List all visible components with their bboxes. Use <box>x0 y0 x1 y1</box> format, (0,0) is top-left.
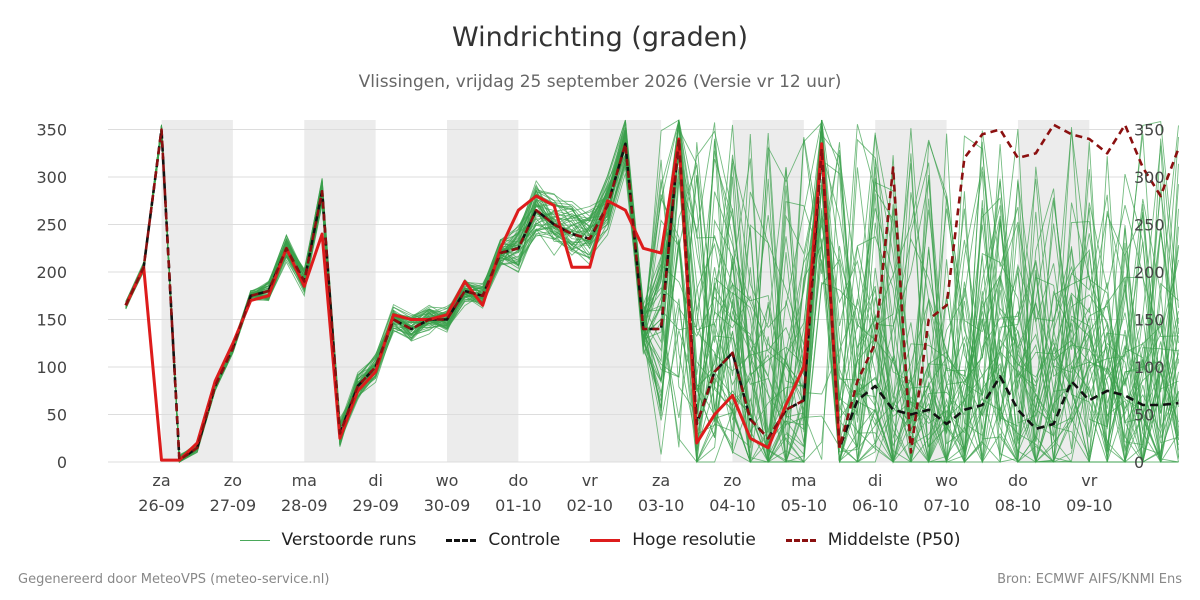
x-tick-day: ma <box>791 471 816 490</box>
legend-swatch-hires <box>590 538 621 542</box>
x-tick-day: di <box>368 471 383 490</box>
y-tick-label: 0 <box>1134 453 1144 472</box>
y-tick-label: 250 <box>1134 216 1165 235</box>
legend-item-control[interactable]: Controle <box>446 530 560 550</box>
x-tick-date: 27-09 <box>210 496 257 515</box>
x-tick-day: do <box>1008 471 1028 490</box>
x-tick-date: 26-09 <box>138 496 185 515</box>
x-tick-date: 08-10 <box>995 496 1042 515</box>
x-tick-date: 28-09 <box>281 496 328 515</box>
x-tick-date: 04-10 <box>709 496 756 515</box>
y-tick-label: 300 <box>36 168 67 187</box>
chart-title: Windrichting (graden) <box>451 22 749 53</box>
x-tick-day: zo <box>723 471 741 490</box>
x-tick-day: za <box>652 471 670 490</box>
chart-subtitle: Vlissingen, vrijdag 25 september 2026 (V… <box>358 72 842 92</box>
y-tick-label: 100 <box>36 358 67 377</box>
y-tick-label: 150 <box>36 311 67 330</box>
legend-label-hires: Hoge resolutie <box>632 530 756 550</box>
y-tick-label: 50 <box>1134 406 1154 425</box>
footer-generator: Gegenereerd door MeteoVPS (meteo-service… <box>18 572 330 587</box>
x-tick-day: vr <box>1081 471 1097 490</box>
main-series <box>124 123 1180 462</box>
x-axis: za 26-09 zo 27-09 ma 28-09 di 29-09 wo 30-09 do 01-… <box>138 471 1112 515</box>
x-tick-date: 07-10 <box>923 496 970 515</box>
x-tick-date: 30-09 <box>424 496 471 515</box>
y-axis-left: 0 50 100 150 200 250 300 350 <box>36 121 67 473</box>
perturbed-run-line <box>125 126 1179 463</box>
x-tick-day: do <box>508 471 528 490</box>
perturbed-run-line <box>125 119 1179 463</box>
y-tick-label: 200 <box>1134 263 1165 282</box>
x-tick-day: vr <box>582 471 598 490</box>
y-tick-label: 300 <box>1134 168 1165 187</box>
x-tick-day: ma <box>292 471 317 490</box>
legend-item-hires[interactable]: Hoge resolutie <box>590 530 756 550</box>
y-tick-label: 0 <box>57 453 67 472</box>
y-tick-label: 50 <box>47 406 67 425</box>
y-tick-label: 150 <box>1134 311 1165 330</box>
x-tick-day: za <box>152 471 170 490</box>
x-tick-day: di <box>868 471 883 490</box>
x-tick-date: 06-10 <box>852 496 899 515</box>
legend-label-p50: Middelste (P50) <box>827 530 961 550</box>
y-tick-label: 100 <box>1134 358 1165 377</box>
x-tick-date: 03-10 <box>638 496 685 515</box>
y-tick-label: 350 <box>1134 121 1165 140</box>
x-tick-day: wo <box>935 471 958 490</box>
legend-item-runs[interactable]: Verstoorde runs <box>239 530 417 550</box>
weekend-band <box>304 120 376 462</box>
control-series-line <box>124 128 1179 462</box>
legend-item-p50[interactable]: Middelste (P50) <box>785 530 961 550</box>
perturbed-run-line <box>125 125 1179 464</box>
x-tick-date: 29-09 <box>352 496 399 515</box>
weekend-band <box>161 120 233 462</box>
x-tick-date: 09-10 <box>1066 496 1113 515</box>
legend-label-control: Controle <box>488 530 561 550</box>
y-axis-right: 0 50 100 150 200 250 300 350 <box>1134 121 1165 473</box>
y-tick-label: 250 <box>36 216 67 235</box>
y-tick-label: 350 <box>36 121 67 140</box>
p50-series-line <box>124 123 1180 462</box>
x-tick-date: 01-10 <box>495 496 542 515</box>
x-tick-date: 05-10 <box>781 496 828 515</box>
footer-source: Bron: ECMWF AIFS/KNMI Ens <box>997 572 1182 587</box>
x-tick-day: wo <box>436 471 459 490</box>
legend-swatch-control <box>446 538 477 542</box>
perturbed-run-line <box>125 123 1179 463</box>
perturbed-run-line <box>125 127 1179 463</box>
x-tick-day: zo <box>224 471 242 490</box>
legend-swatch-runs <box>239 539 270 541</box>
legend: Verstoorde runs Controle Hoge resolutie … <box>0 530 1200 550</box>
y-tick-label: 200 <box>36 263 67 282</box>
x-tick-date: 02-10 <box>566 496 613 515</box>
legend-label-runs: Verstoorde runs <box>281 530 417 550</box>
legend-swatch-p50 <box>785 538 816 542</box>
